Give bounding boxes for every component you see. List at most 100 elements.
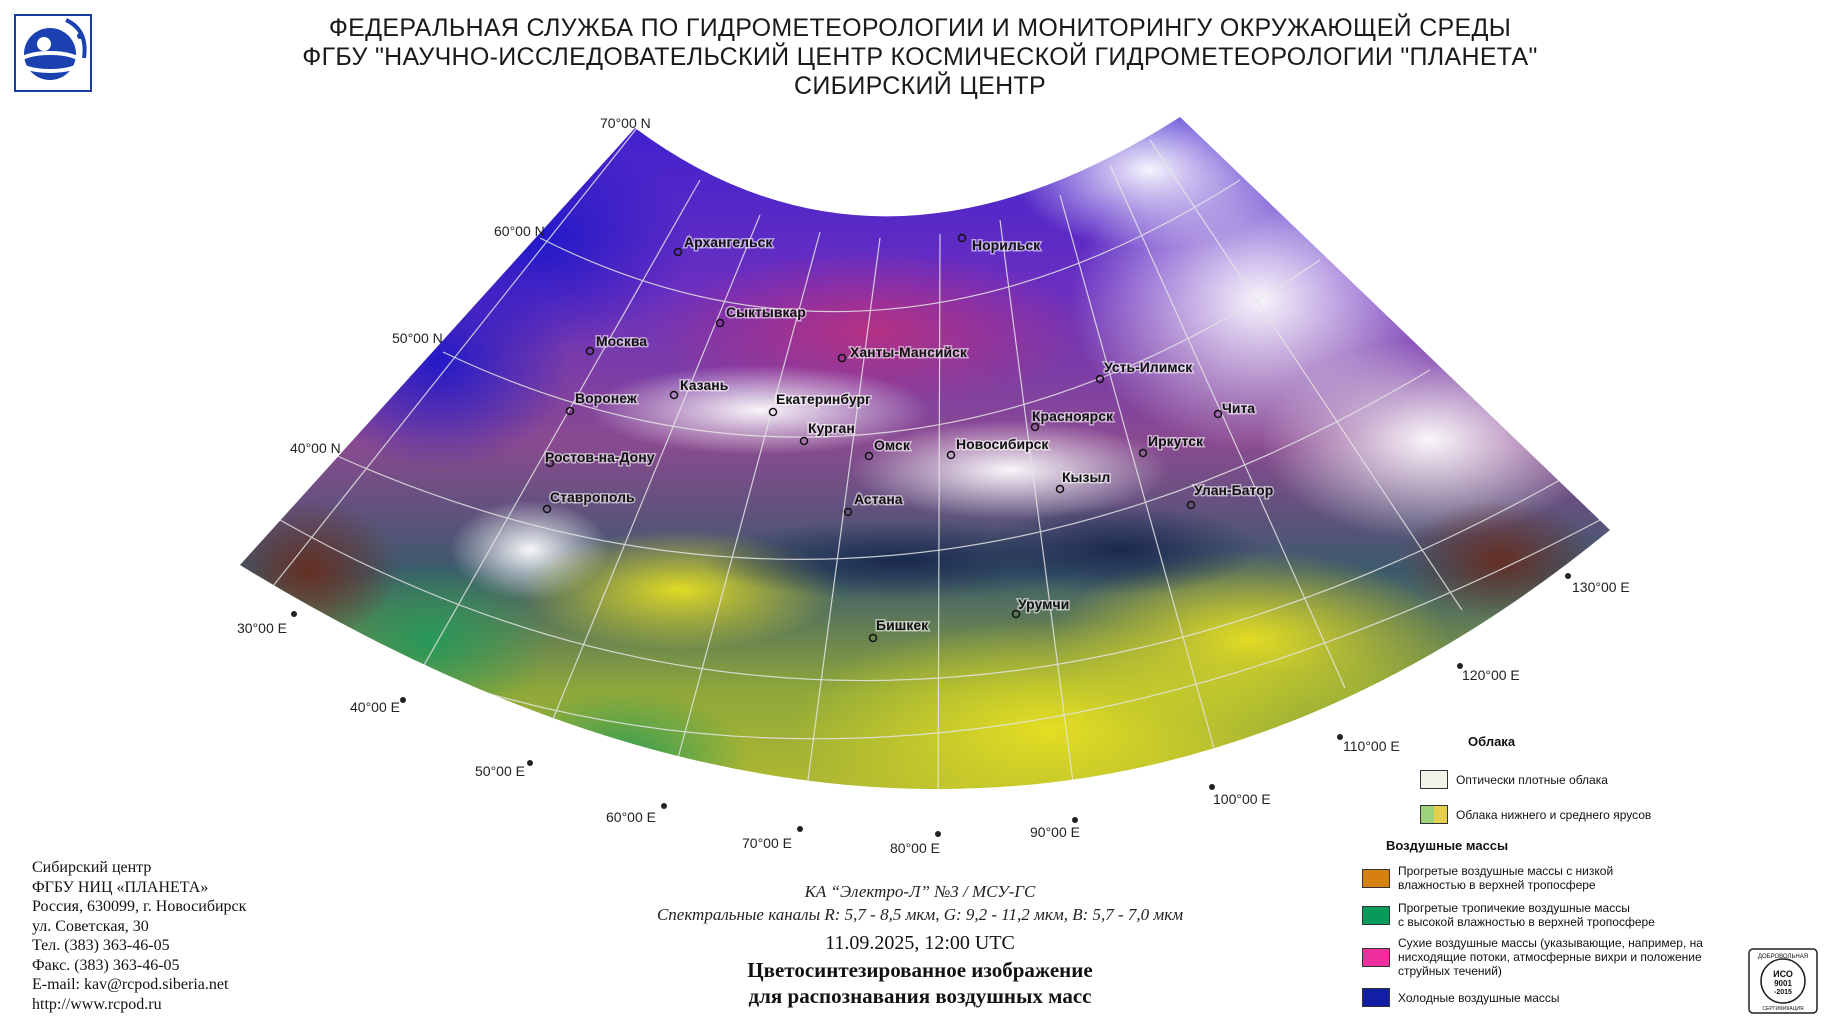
fax: Факс. (383) 363-46-05 <box>32 956 180 974</box>
city-omsk: Омск <box>864 436 912 461</box>
header-line-2: ФГБУ "НАУЧНО-ИССЛЕДОВАТЕЛЬСКИЙ ЦЕНТР КОС… <box>302 43 1538 71</box>
svg-text:Архангельск: Архангельск <box>684 234 773 250</box>
city-moscow: Москва <box>585 332 649 356</box>
image-datetime: 11.09.2025, 12:00 UTC <box>825 932 1015 954</box>
image-caption: КА “Электро-Л” №3 / МСУ-ГС Спектральные … <box>0 880 1840 1009</box>
satellite-name: КА “Электро-Л” №3 / МСУ-ГС <box>804 882 1036 901</box>
lat-label-50: 50°00 N <box>392 330 443 346</box>
address-line-1: Сибирский центр <box>32 859 152 876</box>
address-line-3: Россия, 630099, г. Новосибирск <box>32 898 247 915</box>
legend-label: Прогретые тропичекие воздушные массы с вы… <box>1398 901 1655 929</box>
legend-item-low-mid-clouds: Облака нижнего и среднего ярусов <box>1420 805 1651 824</box>
legend-label: Холодные воздушные массы <box>1398 990 1560 1005</box>
svg-text:ИСО: ИСО <box>1773 969 1793 979</box>
spectral-channels: Спектральные каналы R: 5,7 - 8,5 мкм, G:… <box>656 905 1184 924</box>
city-chita: Чита <box>1213 399 1257 419</box>
svg-text:Чита: Чита <box>1222 400 1255 416</box>
header-line-3: СИБИРСКИЙ ЦЕНТР <box>794 72 1046 100</box>
lat-label-40: 40°00 N <box>290 440 341 456</box>
svg-text:Норильск: Норильск <box>972 237 1041 253</box>
city-yekaterinburg: Екатеринбург <box>768 390 873 417</box>
contact-address: Сибирский центр ФГБУ НИЦ «ПЛАНЕТА» Росси… <box>32 858 246 1014</box>
svg-text:Ставрополь: Ставрополь <box>550 489 635 505</box>
lon-label-60: 60°00 E <box>606 809 656 825</box>
svg-text:Омск: Омск <box>874 437 911 453</box>
satellite-imagery <box>240 117 1610 790</box>
city-markers: Архангельск Норильск Сыктывкар Москва Ха… <box>542 233 1275 643</box>
legend-swatch-warm-moist <box>1362 905 1390 925</box>
city-arkhangelsk: Архангельск <box>673 233 775 257</box>
svg-text:ДОБРОВОЛЬНАЯ: ДОБРОВОЛЬНАЯ <box>1758 954 1808 960</box>
svg-text:Воронеж: Воронеж <box>575 390 638 406</box>
lon-label-110: 110°00 E <box>1343 738 1400 754</box>
lon-label-120: 120°00 E <box>1462 667 1520 683</box>
city-kurgan: Курган <box>799 419 856 446</box>
email-link[interactable]: E-mail: kav@rcpod.siberia.net <box>32 976 229 993</box>
city-kyzyl: Кызыл <box>1055 468 1112 494</box>
lat-label-70: 70°00 N <box>600 115 651 131</box>
city-syktyvkar: Сыктывкар <box>715 303 807 328</box>
city-norilsk: Норильск <box>957 233 1043 255</box>
header: ФЕДЕРАЛЬНАЯ СЛУЖБА ПО ГИДРОМЕТЕОРОЛОГИИ … <box>0 14 1840 101</box>
legend-item-warm-moist: Прогретые тропичекие воздушные массы с вы… <box>1362 901 1655 929</box>
iso-certification-badge: ДОБРОВОЛЬНАЯ ИСО 9001 -2015 СЕРТИФИКАЦИЯ <box>1748 948 1818 1014</box>
svg-text:Казань: Казань <box>680 377 729 393</box>
svg-text:Москва: Москва <box>596 333 647 349</box>
legend-item-dry: Сухие воздушные массы (указывающие, напр… <box>1362 936 1703 978</box>
legend-swatch-cold <box>1362 988 1390 1007</box>
legend-swatch-warm-dry <box>1362 868 1390 888</box>
svg-text:Бишкек: Бишкек <box>876 617 929 633</box>
svg-text:-2015: -2015 <box>1774 989 1792 996</box>
city-irkutsk: Иркутск <box>1138 432 1206 458</box>
legend-item-warm-dry: Прогретые воздушные массы с низкой влажно… <box>1362 864 1613 892</box>
city-kazan: Казань <box>669 376 730 400</box>
legend-label: Оптически плотные облака <box>1456 772 1608 787</box>
svg-text:Екатеринбург: Екатеринбург <box>776 391 871 407</box>
svg-text:9001: 9001 <box>1774 979 1792 988</box>
svg-text:Улан-Батор: Улан-Батор <box>1194 482 1273 498</box>
lon-label-50: 50°00 E <box>475 763 525 779</box>
svg-text:Красноярск: Красноярск <box>1032 408 1114 424</box>
image-title-line-2: для распознавания воздушных масс <box>748 984 1092 1008</box>
lon-label-130: 130°00 E <box>1572 579 1630 595</box>
svg-text:Ростов-на-Дону: Ростов-на-Дону <box>545 449 655 465</box>
lon-label-100: 100°00 E <box>1213 791 1271 807</box>
graticule-ticks <box>291 573 1571 837</box>
svg-text:Кызыл: Кызыл <box>1062 469 1110 485</box>
legend-swatch-dense <box>1420 770 1448 789</box>
svg-text:Урумчи: Урумчи <box>1018 596 1069 612</box>
address-line-4: ул. Советская, 30 <box>32 917 149 935</box>
city-urumqi: Урумчи <box>1011 595 1071 619</box>
legend-swatch-dry <box>1362 947 1390 967</box>
svg-text:СЕРТИФИКАЦИЯ: СЕРТИФИКАЦИЯ <box>1762 1006 1804 1012</box>
legend-label: Облака нижнего и среднего ярусов <box>1456 807 1652 822</box>
city-ulaanbaatar: Улан-Батор <box>1186 481 1275 510</box>
city-ust-ilimsk: Усть-Илимск <box>1095 358 1195 384</box>
website-link[interactable]: http://www.rcpod.ru <box>32 995 162 1013</box>
legend-label: Прогретые воздушные массы с низкой влажно… <box>1398 864 1614 892</box>
image-title-line-1: Цветосинтезированное изображение <box>747 958 1093 982</box>
lon-label-70: 70°00 E <box>742 835 792 851</box>
city-astana: Астана <box>843 490 904 517</box>
svg-text:Сыктывкар: Сыктывкар <box>726 304 806 320</box>
phone: Тел. (383) 363-46-05 <box>32 937 170 954</box>
planeta-logo <box>14 14 92 92</box>
svg-text:Новосибирск: Новосибирск <box>956 436 1049 452</box>
lon-label-30: 30°00 E <box>237 620 287 636</box>
legend-swatch-low-mid <box>1420 805 1448 824</box>
city-krasnoyarsk: Красноярск <box>1031 407 1115 432</box>
city-khanty-mansiysk: Ханты-Мансийск <box>837 343 969 363</box>
city-stavropol: Ставрополь <box>542 488 637 514</box>
city-bishkek: Бишкек <box>868 616 931 643</box>
city-novosibirsk: Новосибирск <box>946 435 1051 460</box>
svg-text:Ханты-Мансийск: Ханты-Мансийск <box>850 344 968 360</box>
svg-text:Курган: Курган <box>808 420 855 436</box>
lon-label-40: 40°00 E <box>350 699 400 715</box>
legend-item-cold: Холодные воздушные массы <box>1362 988 1560 1007</box>
legend-item-dense-clouds: Оптически плотные облака <box>1420 770 1608 789</box>
city-voronezh: Воронеж <box>565 389 639 416</box>
legend-clouds-header: Облака <box>1468 734 1516 749</box>
header-line-1: ФЕДЕРАЛЬНАЯ СЛУЖБА ПО ГИДРОМЕТЕОРОЛОГИИ … <box>328 14 1512 42</box>
svg-text:Астана: Астана <box>854 491 903 507</box>
